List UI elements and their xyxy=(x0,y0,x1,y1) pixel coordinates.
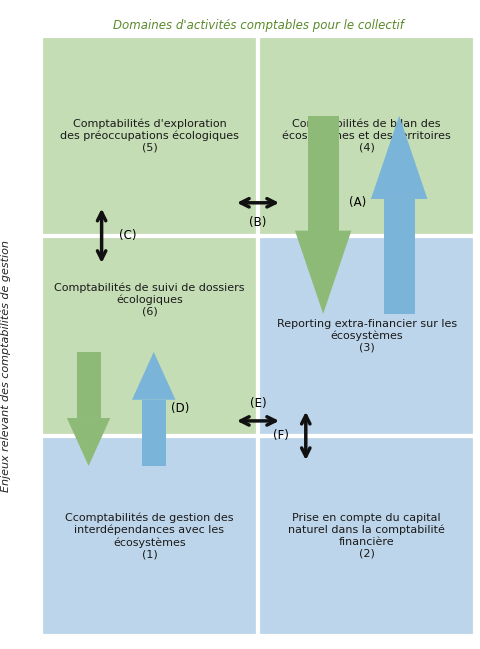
Polygon shape xyxy=(142,400,166,466)
Bar xyxy=(41,36,258,236)
Text: Domaines d'activités comptables pour le collectif: Domaines d'activités comptables pour le … xyxy=(113,19,403,32)
Text: (B): (B) xyxy=(249,216,267,229)
Text: (E): (E) xyxy=(250,397,266,410)
Polygon shape xyxy=(77,352,100,418)
Text: Ccomptabilités de gestion des
interdépendances avec les
écosystèmes
(1): Ccomptabilités de gestion des interdépen… xyxy=(65,513,234,559)
Text: Prise en compte du capital
naturel dans la comptabilité
financière
(2): Prise en compte du capital naturel dans … xyxy=(288,513,445,559)
Text: Comptabilités de suivi de dossiers
écologiques
(6): Comptabilités de suivi de dossiers écolo… xyxy=(54,283,245,317)
Text: Enjeux relevant des comptabilités de gestion: Enjeux relevant des comptabilités de ges… xyxy=(0,240,11,492)
Text: Comptabilités de bilan des
écosystèmes et des territoires
(4): Comptabilités de bilan des écosystèmes e… xyxy=(282,119,451,153)
Text: (C): (C) xyxy=(119,229,136,242)
Text: Reporting extra-financier sur les
écosystèmes
(3): Reporting extra-financier sur les écosys… xyxy=(276,319,456,353)
Polygon shape xyxy=(132,352,176,400)
Polygon shape xyxy=(371,116,427,199)
Bar xyxy=(258,436,475,636)
Polygon shape xyxy=(295,230,351,314)
Bar xyxy=(41,436,258,636)
Text: (D): (D) xyxy=(171,402,190,415)
Polygon shape xyxy=(308,116,339,230)
Text: (F): (F) xyxy=(273,430,288,443)
Polygon shape xyxy=(384,199,415,314)
Text: Comptabilités d'exploration
des préoccupations écologiques
(5): Comptabilités d'exploration des préoccup… xyxy=(60,119,239,153)
Polygon shape xyxy=(67,418,110,466)
Text: (A): (A) xyxy=(349,196,366,209)
Bar xyxy=(41,236,258,436)
Bar xyxy=(258,236,475,436)
Bar xyxy=(258,36,475,236)
